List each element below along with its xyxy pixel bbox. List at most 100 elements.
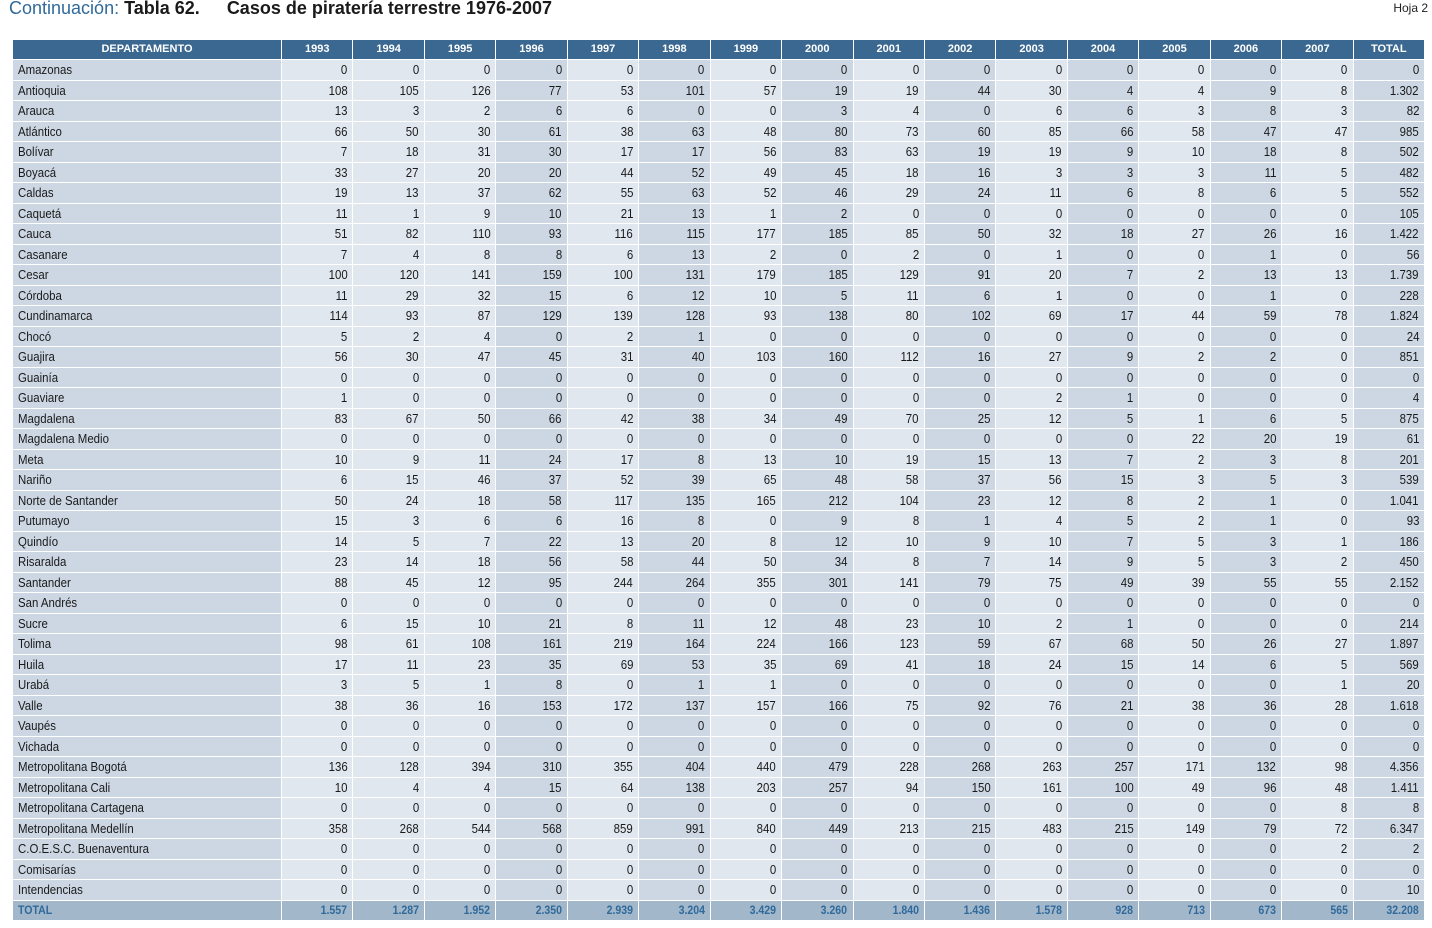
value-cell: 56 <box>495 551 568 573</box>
value-cell: 0 <box>1066 592 1140 614</box>
cell-value: 228 <box>1399 287 1419 303</box>
value-cell: 219 <box>566 633 640 655</box>
cell-value: 0 <box>483 431 491 447</box>
cell-value: 26 <box>1263 636 1277 652</box>
value-cell: 38 <box>1138 694 1211 716</box>
table-row: San Andrés 0 0 0 0 0 0 0 0 0 0 0 0 0 0 0 0 <box>12 592 1426 614</box>
value-cell: 7 <box>423 530 497 552</box>
cell-value: 6 <box>483 513 491 529</box>
value-cell: 11 <box>280 284 354 306</box>
value-cell: 13 <box>1209 264 1283 286</box>
department-cell: Nariño <box>12 469 282 491</box>
cell-value: 85 <box>1049 123 1062 139</box>
value-cell: 1 <box>995 284 1068 306</box>
value-cell: 2 <box>995 612 1068 634</box>
value-cell: 3 <box>1281 469 1354 491</box>
cell-value: 0 <box>341 800 348 816</box>
value-cell: 164 <box>638 633 711 655</box>
cell-value: 0 <box>412 390 419 406</box>
cell-value: 91 <box>977 267 991 283</box>
cell-value: 2 <box>1341 841 1348 857</box>
value-cell: 0 <box>1138 366 1211 388</box>
cell-value: 0 <box>412 62 419 78</box>
department-name: Vaupés <box>18 718 56 734</box>
cell-value: 20 <box>549 164 562 180</box>
cell-value: 0 <box>841 841 848 857</box>
department-name: Risaralda <box>18 554 67 570</box>
cell-value: 60 <box>977 123 991 139</box>
value-cell: 128 <box>352 756 425 778</box>
table-row: Cundinamarca 114 93 87 129 139 128 93 138 80 102 69… <box>12 305 1426 327</box>
cell-value: 0 <box>1198 615 1205 631</box>
cell-value: 32 <box>1049 226 1062 242</box>
value-cell: 50 <box>709 551 783 573</box>
cell-value: 1 <box>769 205 777 221</box>
cell-value: 10 <box>334 779 348 795</box>
value-cell: 1 <box>1066 387 1140 409</box>
cell-value: 0 <box>626 431 634 447</box>
cell-value: 0 <box>1341 882 1348 898</box>
value-cell: 0 <box>923 674 997 696</box>
department-name: Antioquia <box>18 82 66 98</box>
cell-value: 2 <box>626 328 634 344</box>
cell-value: 69 <box>1049 308 1062 324</box>
table-row: Metropolitana Cali 10 4 4 15 64 138 203 257 94 150… <box>12 776 1426 798</box>
cell-value: 58 <box>549 492 562 508</box>
value-cell: 0 <box>781 797 854 819</box>
department-cell: Vaupés <box>12 715 282 737</box>
cell-value: 8 <box>1341 82 1348 98</box>
value-cell: 18 <box>352 141 425 163</box>
cell-value: 219 <box>614 636 634 652</box>
value-cell: 114 <box>280 305 354 327</box>
value-cell: 8 <box>423 243 497 265</box>
cell-value: 52 <box>763 185 777 201</box>
cell-value: 3 <box>1198 103 1205 119</box>
value-cell: 0 <box>923 735 997 757</box>
value-cell: 31 <box>423 141 497 163</box>
value-cell: 1.422 <box>1352 223 1426 245</box>
cell-value: 0 <box>984 390 991 406</box>
value-cell: 0 <box>709 510 783 532</box>
cell-value: 0 <box>984 718 991 734</box>
table-row: Valle 38 36 16 153 172 137 157 166 75 92 76 21 38 36 28… <box>12 694 1426 716</box>
cell-value: 0 <box>984 677 991 693</box>
cell-value: 11 <box>478 451 491 467</box>
cell-value: 116 <box>614 226 634 242</box>
cell-value: 0 <box>1341 718 1348 734</box>
cell-value: 70 <box>906 410 919 426</box>
value-cell: 52 <box>638 161 711 183</box>
value-cell: 0 <box>280 715 354 737</box>
value-cell: 72 <box>1281 817 1354 839</box>
cell-value: 13 <box>1334 267 1348 283</box>
value-cell: 0 <box>781 243 854 265</box>
value-cell: 1 <box>423 674 497 696</box>
value-cell: 177 <box>709 223 783 245</box>
cell-value: 50 <box>1191 636 1205 652</box>
cell-value: 0 <box>1055 841 1062 857</box>
cell-value: 16 <box>620 513 634 529</box>
value-cell: 1 <box>995 243 1068 265</box>
department-name: Comisarías <box>18 861 76 877</box>
value-cell: 18 <box>1209 141 1283 163</box>
value-cell: 0 <box>280 428 354 450</box>
cell-value: 0 <box>1341 861 1348 877</box>
cell-value: 5 <box>1341 164 1348 180</box>
value-cell: 4 <box>423 776 497 798</box>
cell-value: 991 <box>685 820 705 836</box>
value-cell: 0 <box>638 715 711 737</box>
department-cell: Metropolitana Cali <box>12 776 282 798</box>
value-cell: 203 <box>709 776 783 798</box>
cell-value: 11 <box>406 656 419 672</box>
department-name: Norte de Santander <box>18 492 118 508</box>
cell-value: 27 <box>1334 636 1348 652</box>
value-cell: 0 <box>495 715 568 737</box>
value-cell: 2 <box>1209 346 1283 368</box>
cell-value: 0 <box>1055 677 1062 693</box>
cell-value: 3 <box>1198 164 1205 180</box>
cell-value: 11 <box>1049 185 1062 201</box>
cell-value: 82 <box>406 226 419 242</box>
cell-value: 24 <box>1406 328 1419 344</box>
value-cell: 0 <box>423 366 497 388</box>
cell-value: 6 <box>1269 656 1277 672</box>
value-cell: 404 <box>638 756 711 778</box>
